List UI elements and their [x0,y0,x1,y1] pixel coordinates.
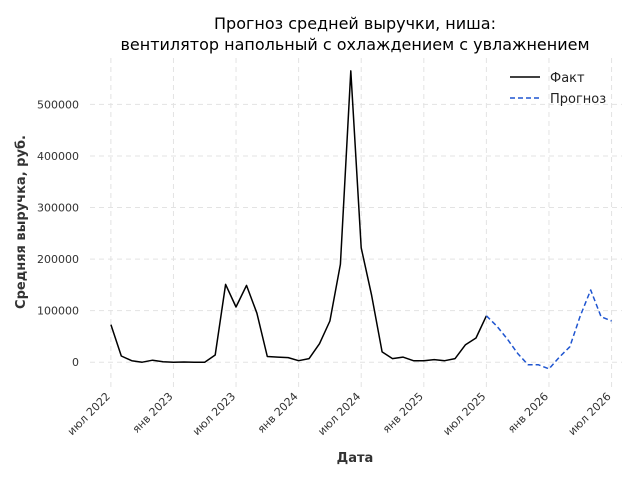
x-tick-label: янв 2025 [380,390,426,436]
y-tick-label: 300000 [37,202,79,215]
x-tick-label: янв 2023 [130,390,176,436]
x-tick-label: июл 2022 [65,390,113,438]
y-axis-ticks: 0 100000 200000 300000 400000 500000 [37,98,79,369]
y-tick-label: 500000 [37,98,79,111]
legend: Факт Прогноз [510,71,606,107]
y-axis-label: Средняя выручка, руб. [14,135,29,309]
y-tick-label: 400000 [37,150,79,163]
x-tick-label: июл 2026 [566,390,614,438]
y-tick-label: 200000 [37,253,79,266]
x-tick-label: июл 2023 [190,390,238,438]
series-line-fact [110,70,488,363]
legend-label-fact: Факт [550,71,585,86]
series-lines [110,70,612,370]
grid-lines [90,58,622,388]
y-tick-label: 100000 [37,305,79,318]
x-tick-label: июл 2025 [440,390,488,438]
x-axis-ticks: июл 2022 янв 2023 июл 2023 янв 2024 июл 2024… [65,390,614,438]
chart-title-line-2: вентилятор напольный с охлаждением с увл… [120,35,589,54]
x-tick-label: янв 2024 [255,390,301,436]
y-tick-label: 0 [72,356,79,369]
x-tick-label: янв 2026 [505,390,551,436]
chart-title-line-1: Прогноз средней выручки, ниша: [214,14,496,33]
x-tick-label: июл 2024 [315,390,363,438]
series-line-forecast [485,289,612,370]
x-axis-label: Дата [337,451,374,466]
legend-label-forecast: Прогноз [550,92,606,107]
